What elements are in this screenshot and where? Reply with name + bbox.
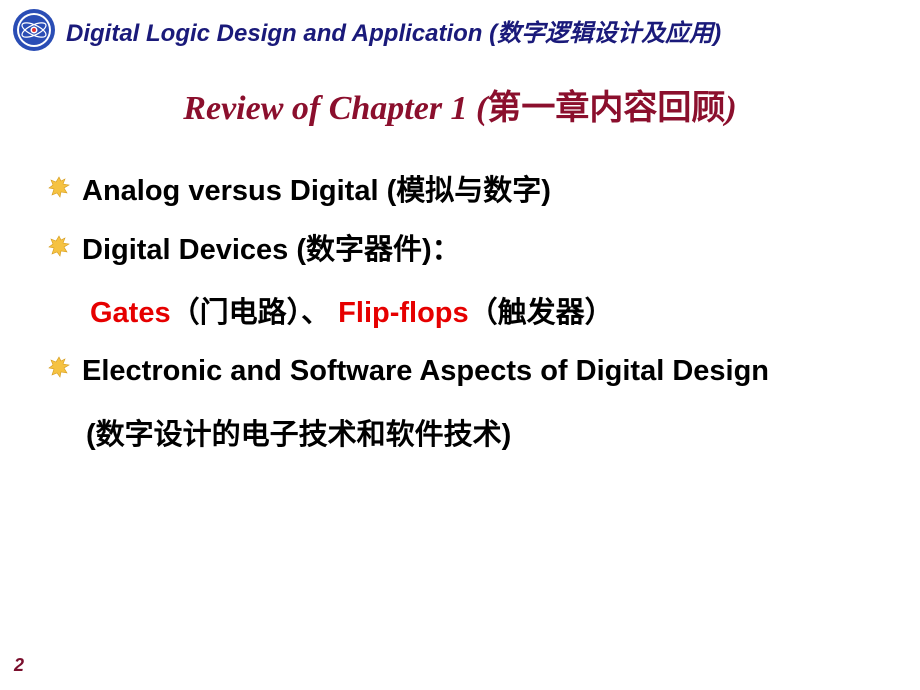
slide-header: Digital Logic Design and Application (数字…	[0, 0, 920, 52]
slide-title-cn: 第一章内容回顾	[487, 90, 725, 127]
course-title: Digital Logic Design and Application (数字…	[66, 13, 721, 48]
page-number: 2	[14, 655, 24, 676]
slide-title: Review of Chapter 1 (第一章内容回顾)	[0, 80, 920, 129]
sun-bullet-icon	[48, 235, 70, 257]
bullet-text: Electronic and Software Aspects of Digit…	[82, 347, 769, 396]
slide-title-en: Review of Chapter 1 (	[183, 90, 487, 127]
bullet-text: Digital Devices (数字器件)：	[82, 226, 461, 275]
sun-bullet-icon	[48, 356, 70, 378]
flipflops-red: Flip-flops	[338, 297, 468, 329]
bullet-item: Electronic and Software Aspects of Digit…	[48, 347, 880, 396]
gates-plain1: （门电路）、	[171, 297, 339, 329]
gates-red: Gates	[90, 297, 171, 329]
slide-title-tail: )	[725, 90, 736, 127]
bullet-item: Digital Devices (数字器件)：	[48, 226, 880, 275]
sub-line-aspects: (数字设计的电子技术和软件技术)	[86, 408, 880, 463]
sun-bullet-icon	[48, 176, 70, 198]
ustc-logo-icon	[12, 8, 56, 52]
bullet-item: Analog versus Digital (模拟与数字)	[48, 167, 880, 216]
gates-plain2: （触发器）	[469, 297, 614, 329]
bullet-text: Analog versus Digital (模拟与数字)	[82, 167, 551, 216]
sub-line-gates: Gates（门电路）、 Flip-flops（触发器）	[90, 286, 880, 341]
content-area: Analog versus Digital (模拟与数字) Digital De…	[0, 129, 920, 463]
